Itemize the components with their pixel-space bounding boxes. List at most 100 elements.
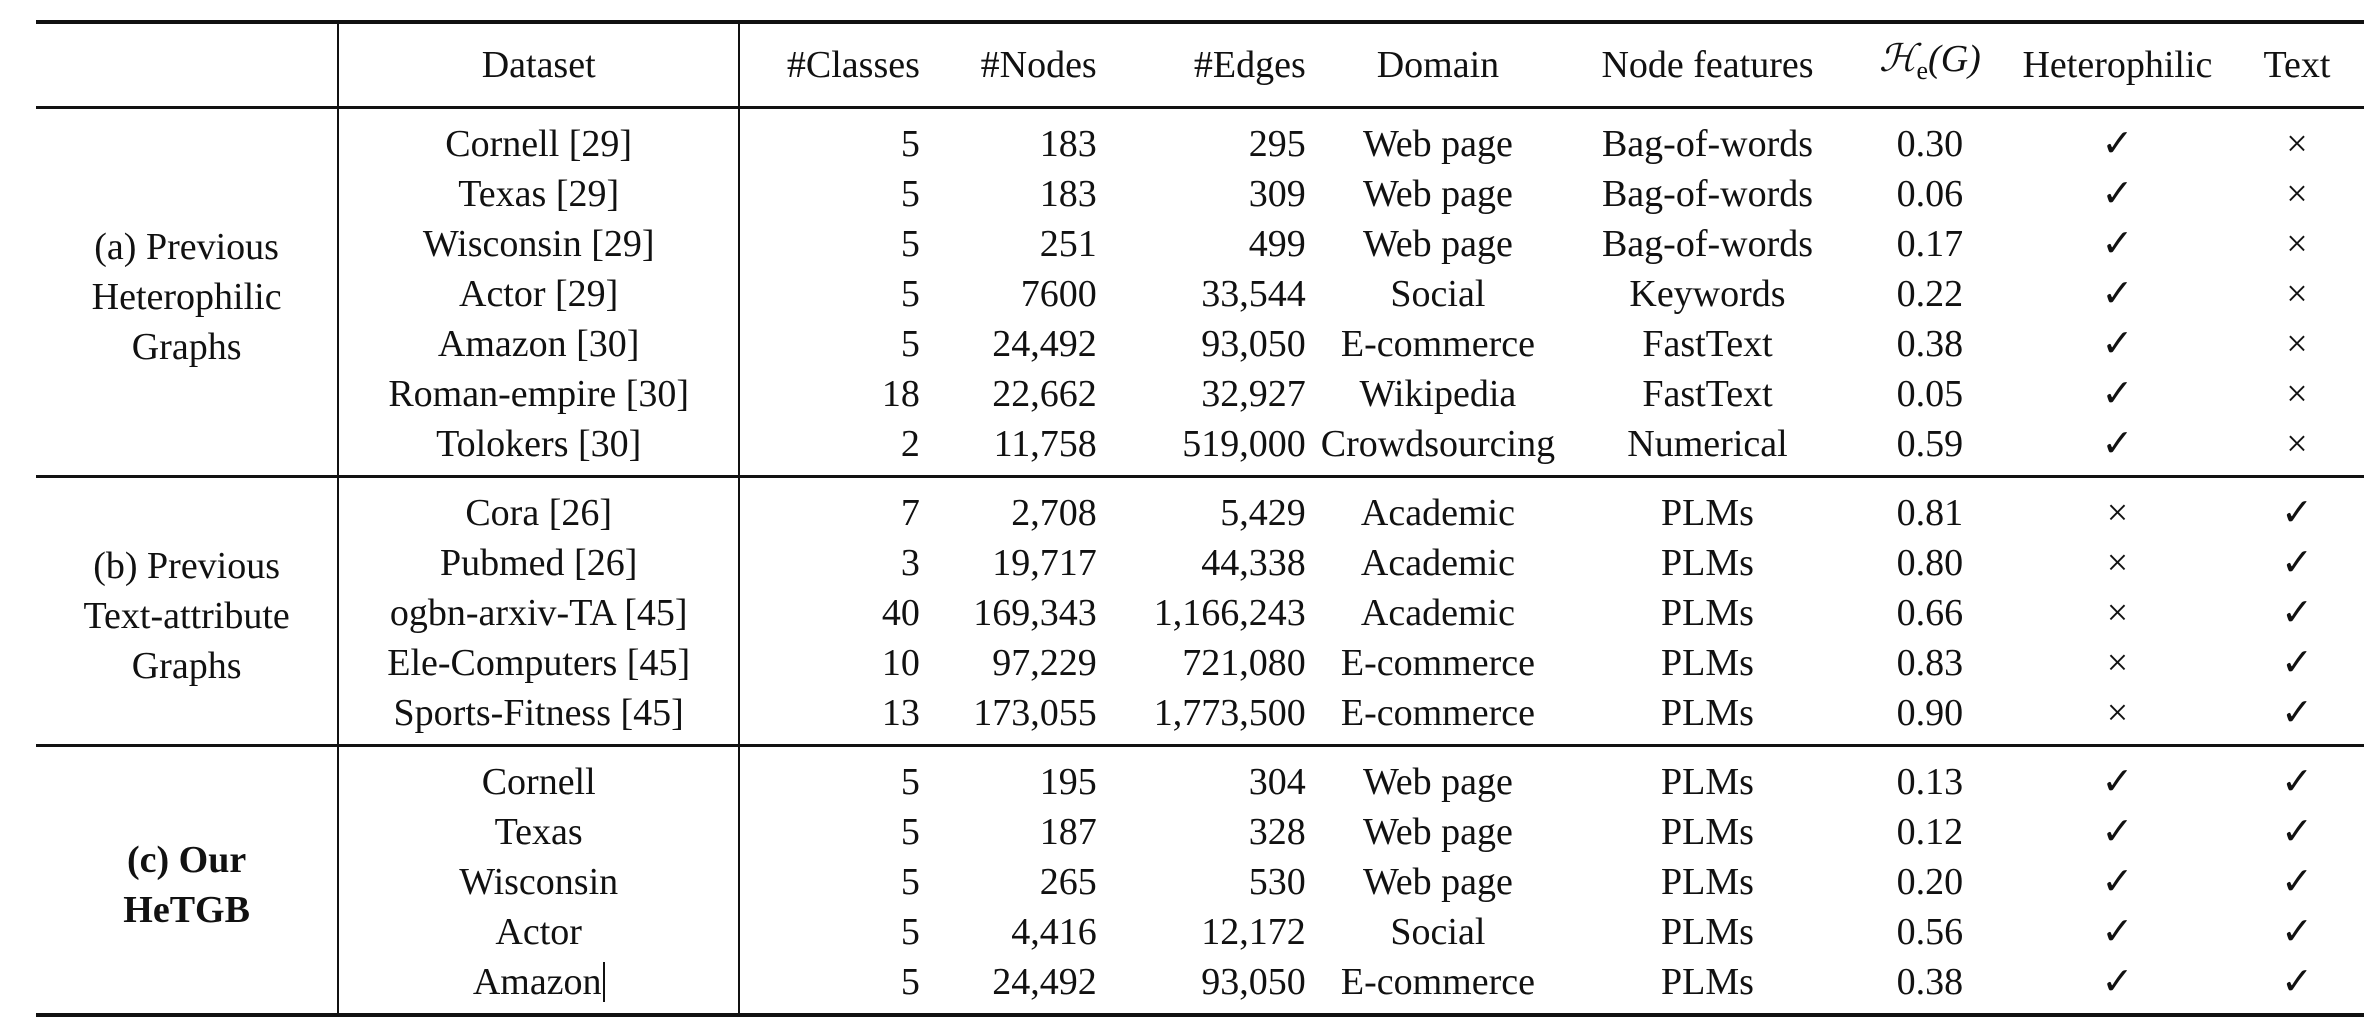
cell-node-features: FastText bbox=[1642, 323, 1773, 365]
cell-edge-homophily: 0.20 bbox=[1896, 861, 1964, 903]
cell-node-features: PLMs bbox=[1661, 542, 1754, 584]
cell-domain: Wikipedia bbox=[1359, 373, 1517, 415]
cell-classes: 18 bbox=[881, 373, 920, 415]
cell-classes: 5 bbox=[900, 173, 920, 215]
he-subscript: e bbox=[1916, 56, 1929, 85]
cell-nodes: 22,662 bbox=[992, 373, 1097, 415]
cell-nodes: 183 bbox=[1039, 173, 1097, 215]
cell-node-features: PLMs bbox=[1661, 761, 1754, 803]
cell-nodes: 7600 bbox=[1020, 273, 1097, 315]
group-label: (b) Previous Text-attribute Graphs bbox=[36, 477, 338, 746]
cell-node-features: Bag-of-words bbox=[1601, 173, 1814, 215]
group-label-line: HeTGB bbox=[123, 889, 250, 931]
cell-edge-homophily: 0.38 bbox=[1896, 323, 1964, 365]
cell-heterophilic-mark: ✓ bbox=[2101, 861, 2134, 903]
cell-dataset: Cornell bbox=[337, 745, 741, 807]
header-classes: #Classes bbox=[786, 44, 920, 86]
table-row: Ele-Computers [45] 10 97,229 721,080 E-comme… bbox=[36, 638, 2364, 688]
cell-edge-homophily: 0.66 bbox=[1896, 592, 1964, 634]
cell-text-mark: ✓ bbox=[2281, 692, 2313, 734]
cell-classes: 3 bbox=[900, 542, 920, 584]
table-row: Texas 5 187 328 Web page PLMs 0.12 ✓ ✓ bbox=[36, 807, 2364, 857]
cell-heterophilic-mark: × bbox=[2106, 692, 2129, 734]
cell-node-features: PLMs bbox=[1661, 642, 1754, 684]
cell-classes: 40 bbox=[881, 592, 920, 634]
group-label: (c) Our HeTGB bbox=[36, 746, 338, 1016]
cell-domain: Web page bbox=[1362, 223, 1513, 265]
header-nodes: #Nodes bbox=[980, 44, 1097, 86]
cell-node-features: FastText bbox=[1642, 373, 1773, 415]
table-group: (c) Our HeTGB Cornell 5 195 304 Web page PLMs 0.… bbox=[36, 745, 2364, 1016]
cell-text-mark: × bbox=[2286, 273, 2308, 315]
cell-edge-homophily: 0.38 bbox=[1896, 961, 1964, 1003]
table-row: Texas [29] 5 183 309 Web page Bag-of-words 0.0… bbox=[36, 169, 2364, 219]
header-group bbox=[36, 22, 338, 108]
cell-heterophilic-mark: × bbox=[2106, 642, 2129, 684]
cell-classes: 10 bbox=[881, 642, 920, 684]
cell-edges: 32,927 bbox=[1201, 373, 1306, 415]
cell-heterophilic-mark: ✓ bbox=[2101, 123, 2134, 165]
cell-nodes: 183 bbox=[1039, 123, 1097, 165]
cell-domain: Social bbox=[1390, 911, 1486, 953]
cell-node-features: PLMs bbox=[1661, 811, 1754, 853]
cell-classes: 5 bbox=[900, 861, 920, 903]
cell-domain: E-commerce bbox=[1340, 642, 1535, 684]
cell-heterophilic-mark: × bbox=[2106, 492, 2129, 534]
cell-dataset: Amazon bbox=[337, 957, 741, 1015]
header-text: Text bbox=[2263, 44, 2331, 86]
cell-edges: 33,544 bbox=[1201, 273, 1306, 315]
cell-domain: E-commerce bbox=[1340, 961, 1535, 1003]
cell-text-mark: ✓ bbox=[2281, 642, 2313, 684]
cell-nodes: 173,055 bbox=[973, 692, 1097, 734]
cell-dataset: ogbn-arxiv-TA [45] bbox=[337, 588, 741, 638]
group-label-line: Heterophilic bbox=[91, 276, 282, 318]
cell-heterophilic-mark: × bbox=[2106, 592, 2129, 634]
cell-text-mark: ✓ bbox=[2281, 961, 2313, 1003]
table-row: ogbn-arxiv-TA [45] 40 169,343 1,166,243 Acad… bbox=[36, 588, 2364, 638]
table-row: (b) Previous Text-attribute Graphs Cora [26… bbox=[36, 476, 2364, 687]
cell-edge-homophily: 0.05 bbox=[1896, 373, 1964, 415]
group-label-line: Graphs bbox=[131, 645, 242, 687]
cell-edges: 93,050 bbox=[1201, 323, 1306, 365]
cell-dataset: Texas bbox=[337, 807, 741, 857]
cell-domain: Crowdsourcing bbox=[1320, 423, 1556, 465]
table-header: Dataset #Classes #Nodes #Edges Domain No… bbox=[36, 22, 2364, 108]
cell-node-features: PLMs bbox=[1661, 961, 1754, 1003]
cell-dataset: Actor [29] bbox=[337, 269, 741, 319]
cell-domain: Web page bbox=[1362, 861, 1513, 903]
cell-nodes: 24,492 bbox=[992, 961, 1097, 1003]
cell-edges: 530 bbox=[1248, 861, 1306, 903]
cell-edges: 12,172 bbox=[1201, 911, 1306, 953]
cell-dataset: Tolokers [30] bbox=[337, 419, 741, 477]
cell-dataset: Cora [26] bbox=[337, 476, 741, 538]
cell-heterophilic-mark: × bbox=[2106, 542, 2129, 584]
group-label-line: Text-attribute bbox=[83, 595, 290, 637]
table-row: Actor [29] 5 7600 33,544 Social Keywords 0.22 ✓… bbox=[36, 269, 2364, 319]
cell-text-mark: × bbox=[2286, 223, 2308, 265]
cell-text-mark: × bbox=[2286, 123, 2308, 165]
cell-classes: 5 bbox=[900, 761, 920, 803]
cell-nodes: 24,492 bbox=[992, 323, 1097, 365]
cell-text-mark: × bbox=[2286, 323, 2308, 365]
header-domain: Domain bbox=[1376, 44, 1500, 86]
table-row: Wisconsin 5 265 530 Web page PLMs 0.20 ✓ ✓ bbox=[36, 857, 2364, 907]
cell-edge-homophily: 0.22 bbox=[1896, 273, 1964, 315]
cell-text-mark: ✓ bbox=[2281, 492, 2313, 534]
cell-classes: 5 bbox=[900, 273, 920, 315]
cell-node-features: Bag-of-words bbox=[1601, 223, 1814, 265]
cell-domain: Web page bbox=[1362, 173, 1513, 215]
cell-text-mark: ✓ bbox=[2281, 592, 2313, 634]
cell-domain: Web page bbox=[1362, 761, 1513, 803]
cell-text-mark: × bbox=[2286, 173, 2308, 215]
cell-node-features: PLMs bbox=[1661, 592, 1754, 634]
header-node-features: Node features bbox=[1601, 44, 1814, 86]
cell-node-features: PLMs bbox=[1661, 911, 1754, 953]
header-edge-homophily: ℋe(G) bbox=[1855, 22, 2005, 108]
cell-classes: 7 bbox=[900, 492, 920, 534]
cell-text-mark: × bbox=[2286, 373, 2308, 415]
cell-edges: 304 bbox=[1248, 761, 1306, 803]
cell-text-mark: ✓ bbox=[2281, 911, 2313, 953]
dataset-comparison-table: Dataset #Classes #Nodes #Edges Domain No… bbox=[36, 20, 2364, 1017]
table-row: Actor 5 4,416 12,172 Social PLMs 0.56 ✓ ✓ bbox=[36, 907, 2364, 957]
cell-node-features: Keywords bbox=[1629, 273, 1786, 315]
